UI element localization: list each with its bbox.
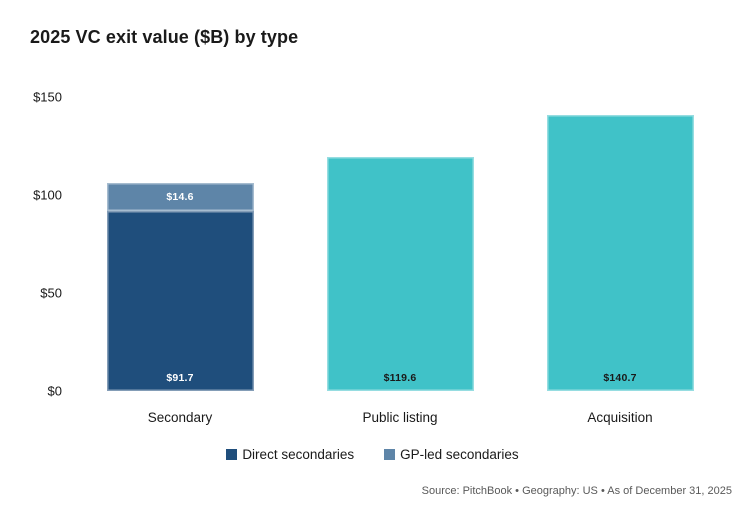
bar-segment-gp-led-secondaries: $14.6 <box>106 182 254 212</box>
legend-label: GP-led secondaries <box>400 447 519 462</box>
bar-secondary: $91.7 $14.6 <box>106 182 254 391</box>
chart-title: 2025 VC exit value ($B) by type <box>30 27 299 47</box>
bar-segment-direct-secondaries: $91.7 <box>106 211 254 391</box>
bar-value-label: $140.7 <box>603 371 637 384</box>
legend-label: Direct secondaries <box>242 447 355 462</box>
bar-acquisition: $140.7 <box>546 115 694 391</box>
y-axis-tick-label: $50 <box>40 285 62 301</box>
y-axis-tick-label: $150 <box>33 89 62 105</box>
legend-swatch-icon <box>384 449 396 460</box>
bar-value-label: $14.6 <box>166 190 194 203</box>
x-axis-category-label: Public listing <box>362 410 438 425</box>
x-axis-category-label: Secondary <box>147 410 213 425</box>
legend-item-direct-secondaries: Direct secondaries <box>226 447 354 462</box>
legend: Direct secondaries GP-led secondaries <box>0 447 745 462</box>
bar-value-label: $91.7 <box>166 371 194 384</box>
y-axis-tick-label: $0 <box>47 383 62 399</box>
bar-segment-acquisition: $140.7 <box>546 115 694 391</box>
y-axis-tick-label: $100 <box>33 187 62 203</box>
bar-value-label: $119.6 <box>383 371 417 384</box>
legend-swatch-icon <box>226 449 238 460</box>
bar-public-listing: $119.6 <box>326 156 474 391</box>
source-note: Source: PitchBook • Geography: US • As o… <box>421 485 732 497</box>
legend-item-gp-led-secondaries: GP-led secondaries <box>384 447 519 462</box>
x-axis-category-label: Acquisition <box>587 410 653 425</box>
bar-segment-public-listing: $119.6 <box>326 156 474 391</box>
